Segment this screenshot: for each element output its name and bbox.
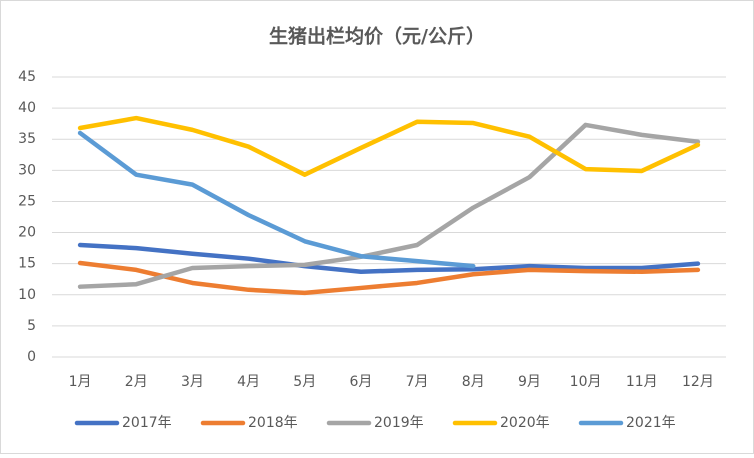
y-tick-label: 15: [18, 256, 36, 272]
legend-label: 2021年: [626, 415, 676, 431]
y-tick-label: 5: [27, 318, 36, 334]
series-line: [77, 115, 701, 177]
y-tick-label: 45: [18, 69, 36, 85]
series-line: [77, 122, 701, 289]
x-tick-label: 8月: [462, 374, 485, 390]
x-tick-label: 2月: [125, 374, 148, 390]
y-tick-label: 30: [18, 162, 36, 178]
legend-label: 2017年: [122, 415, 172, 431]
x-tick-label: 12月: [682, 374, 714, 390]
y-tick-label: 35: [18, 131, 36, 147]
x-tick-label: 4月: [237, 374, 260, 390]
y-tick-label: 40: [18, 100, 36, 116]
series-line: [77, 130, 476, 269]
y-tick-label: 25: [18, 193, 36, 209]
y-tick-label: 20: [18, 225, 36, 241]
x-tick-label: 6月: [349, 374, 372, 390]
series-line: [77, 260, 701, 296]
chart-title: 生猪出栏均价（元/公斤）: [269, 25, 485, 48]
x-tick-label: 5月: [293, 374, 316, 390]
x-tick-label: 10月: [570, 374, 602, 390]
x-tick-label: 11月: [626, 374, 658, 390]
legend-label: 2019年: [374, 415, 424, 431]
legend-label: 2018年: [248, 415, 298, 431]
x-tick-label: 1月: [69, 374, 92, 390]
x-tick-label: 9月: [518, 374, 541, 390]
x-tick-label: 3月: [181, 374, 204, 390]
series-line: [77, 242, 701, 275]
legend-label: 2020年: [500, 415, 550, 431]
x-tick-label: 7月: [406, 374, 429, 390]
y-tick-label: 0: [27, 349, 36, 365]
y-tick-label: 10: [18, 287, 36, 303]
